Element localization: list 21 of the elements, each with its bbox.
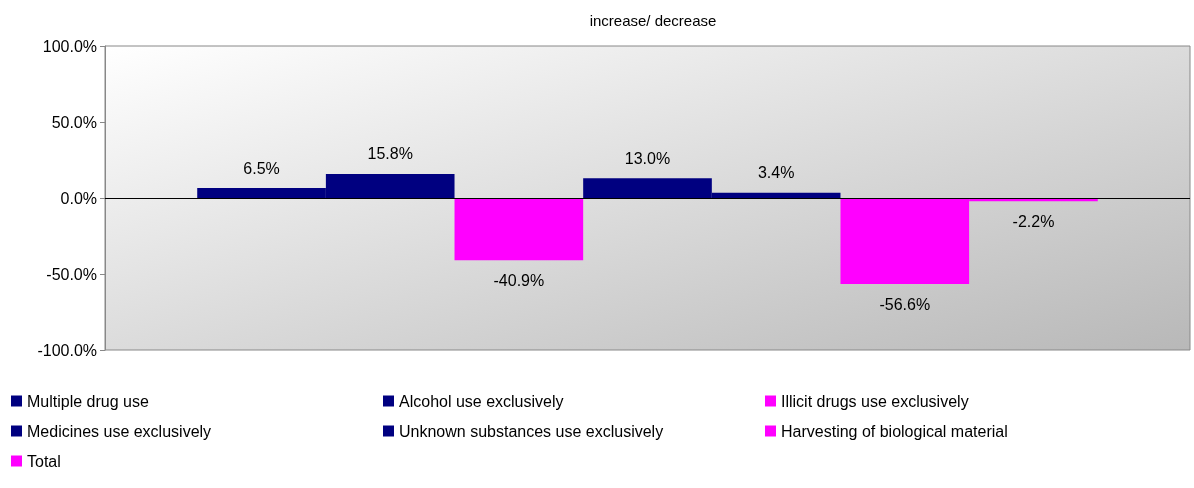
- legend-label: Medicines use exclusively: [27, 422, 212, 440]
- data-label: 13.0%: [624, 149, 671, 167]
- data-label: -2.2%: [1012, 212, 1055, 230]
- data-label: -40.9%: [493, 271, 545, 289]
- data-label: 15.8%: [367, 145, 413, 163]
- y-tick-label: 50.0%: [51, 113, 97, 131]
- y-tick-label: -100.0%: [37, 341, 97, 359]
- chart-title: increase/ decrease: [589, 12, 717, 29]
- bar: [454, 198, 584, 261]
- data-label: 3.4%: [757, 164, 795, 182]
- legend-label: Total: [27, 452, 61, 470]
- legend-label: Harvesting of biological material: [781, 422, 1008, 440]
- data-label: 6.5%: [243, 159, 280, 177]
- data-label: -56.6%: [879, 295, 931, 313]
- legend-label: Alcohol use exclusively: [399, 392, 564, 410]
- legend-label: Unknown substances use exclusively: [399, 422, 664, 440]
- legend-label: Multiple drug use: [27, 392, 149, 410]
- y-tick-label: 0.0%: [60, 189, 97, 207]
- y-tick-label: -50.0%: [46, 265, 97, 283]
- legend-label: Illicit drugs use exclusively: [781, 392, 969, 410]
- y-tick-label: 100.0%: [42, 37, 97, 55]
